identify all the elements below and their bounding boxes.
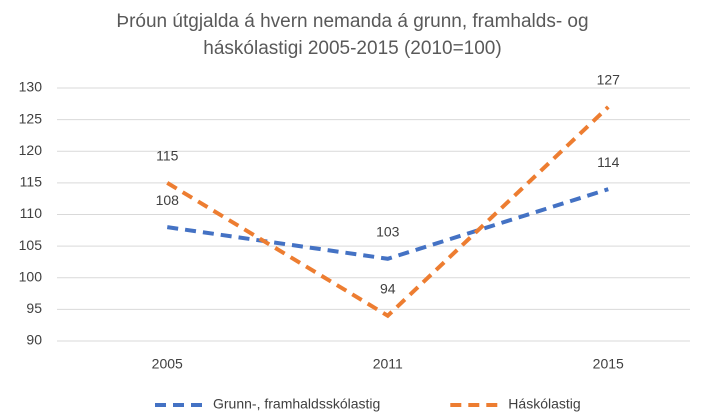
legend-label: Háskólastig <box>508 396 580 412</box>
data-label: 127 <box>597 72 621 88</box>
y-tick-label: 95 <box>26 300 42 316</box>
data-label: 108 <box>156 192 180 208</box>
series-line <box>166 105 610 319</box>
data-label: 94 <box>380 280 396 296</box>
legend-label: Grunn-, framhaldsskólastig <box>213 396 380 412</box>
y-tick-label: 90 <box>26 332 42 348</box>
y-tick-label: 115 <box>20 174 43 190</box>
y-tick-label: 100 <box>19 268 43 284</box>
data-label: 115 <box>156 148 179 164</box>
data-label: 103 <box>376 223 400 239</box>
x-tick-label: 2011 <box>373 356 403 372</box>
x-tick-label: 2005 <box>152 356 183 372</box>
y-tick-label: 105 <box>19 237 43 253</box>
y-tick-label: 120 <box>19 142 43 158</box>
y-tick-label: 125 <box>19 110 43 126</box>
chart-title: Þróun útgjalda á hvern nemanda á grunn, … <box>116 11 589 59</box>
x-tick-label: 2015 <box>593 356 624 372</box>
data-label: 114 <box>597 154 620 170</box>
y-tick-label: 110 <box>20 205 43 221</box>
y-tick-label: 130 <box>19 79 43 95</box>
series-line <box>166 187 609 261</box>
